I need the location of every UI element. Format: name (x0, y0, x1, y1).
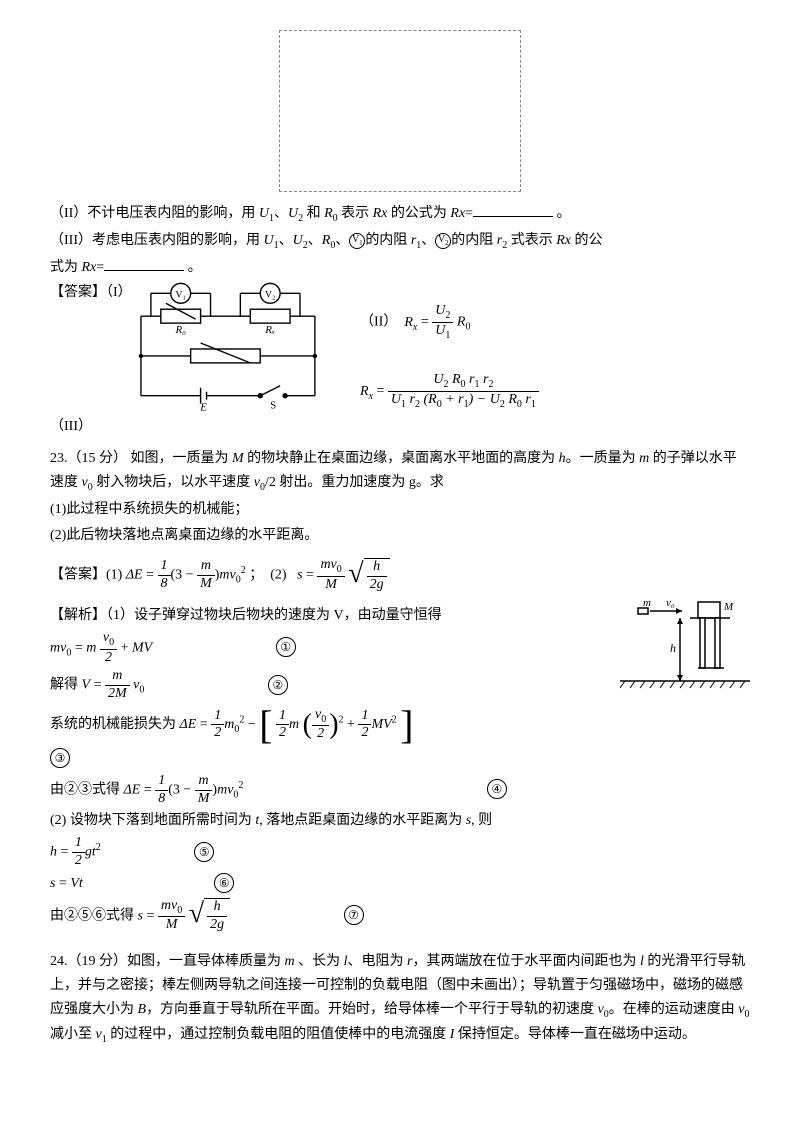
answer-label: 【答案】（I） (50, 281, 131, 305)
q23-eq5: h = 12gt2 ⑤ (50, 835, 750, 870)
q22-ii-label: （II）不计电压表内阻的影响，用 U1、U2 和 R0 表示 Rx 的公式为 R… (50, 206, 473, 221)
q22-iii-formula: Rx = U2 R0 r1 r2 U1 r2 (R0 + r1) − U2 R0… (360, 372, 539, 411)
q22-ii-text: （II）不计电压表内阻的影响，用 U1、U2 和 R0 表示 Rx 的公式为 R… (50, 202, 750, 227)
eq-number-1: ① (276, 637, 296, 657)
eq-number-5: ⑤ (194, 842, 214, 862)
svg-text:V₁: V₁ (176, 290, 187, 301)
q24-header: 24.（19 分）如图，一直导体棒质量为 m 、长为 l、电阻为 r，其两端放在… (50, 950, 750, 1047)
voltmeter-v1-icon: V1 (349, 233, 365, 249)
svg-text:M: M (723, 601, 734, 613)
blank-input (473, 202, 553, 217)
q22-answer-row: 【答案】（I） V₁ V₂ R₀ (50, 281, 750, 439)
q23-eq6: s = Vt ⑥ (50, 872, 750, 896)
svg-text:v₀: v₀ (666, 597, 675, 609)
eq-number-2: ② (268, 675, 288, 695)
q23-a1-text: （1）设子弹穿过物块后物块的速度为 V，由动量守恒得 (106, 608, 442, 623)
q23-header: 23.（15 分） 如图，一质量为 M 的物块静止在桌面边缘，桌面离水平地面的高… (50, 447, 750, 496)
eq3-text: 系统的机械能损失为 (50, 717, 176, 732)
eq7-text: 由②⑤⑥式得 (50, 908, 134, 923)
eq-number-4: ④ (487, 779, 507, 799)
svg-text:m: m (643, 597, 651, 609)
eq2-text: 解得 (50, 678, 78, 693)
q23-eq3: 系统的机械能损失为 ΔE = 12m02 − [ 12m (v02)2 + 12… (50, 705, 750, 745)
svg-text:Rₓ: Rₓ (264, 324, 275, 336)
analysis-label: 【解析】 (50, 608, 106, 623)
q22-formulas-col: （II） Rx = U2U1 R0 Rx = U2 R0 r1 r2 U1 r2… (360, 281, 539, 412)
eq-number-3: ③ (50, 748, 70, 768)
svg-text:V₂: V₂ (265, 290, 276, 301)
q22-iii-label: （III） (50, 415, 330, 439)
voltmeter-v2-icon: V2 (435, 233, 451, 249)
svg-text:h: h (670, 641, 676, 655)
eq-number-7: ⑦ (344, 905, 364, 925)
q23-part1: (1)此过程中系统损失的机械能； (50, 498, 750, 522)
svg-text:E: E (199, 402, 207, 411)
circuit-diagram: V₁ V₂ R₀ Rₓ (131, 281, 330, 411)
svg-text:R₀: R₀ (175, 324, 187, 336)
answer-label: 【答案】 (50, 568, 106, 583)
q22-iii-text-2: 式为 Rx= 。 (50, 256, 750, 280)
eq4-text: 由②③式得 (50, 782, 120, 797)
q23-figure: m v₀ M h (620, 596, 750, 696)
q22-iii-text: （III）考虑电压表内阻的影响，用 U1、U2、R0、V1的内阻 r1、V2的内… (50, 229, 750, 254)
svg-text:S: S (270, 400, 276, 411)
q23-eq4: 由②③式得 ΔE = 18(3 − mM)mv02 ④ (50, 773, 750, 808)
eq-number-6: ⑥ (214, 873, 234, 893)
dashed-diagram-box (279, 30, 521, 192)
q23-eq3-num: ③ (50, 747, 750, 771)
blank-input-2 (104, 256, 184, 271)
q23-eq7: 由②⑤⑥式得 s = mv0M √h2g ⑦ (50, 898, 750, 935)
q23-answer: 【答案】(1) ΔE = 18(3 − mM)mv02 ； (2) s = mv… (50, 557, 750, 594)
q23-part2: (2)此后物块落地点离桌面边缘的水平距离。 (50, 524, 750, 548)
q23-a2: (2) 设物块下落到地面所需时间为 t, 落地点距桌面边缘的水平距离为 s, 则 (50, 809, 750, 833)
q22-ii-label-2: （II） (360, 315, 397, 330)
